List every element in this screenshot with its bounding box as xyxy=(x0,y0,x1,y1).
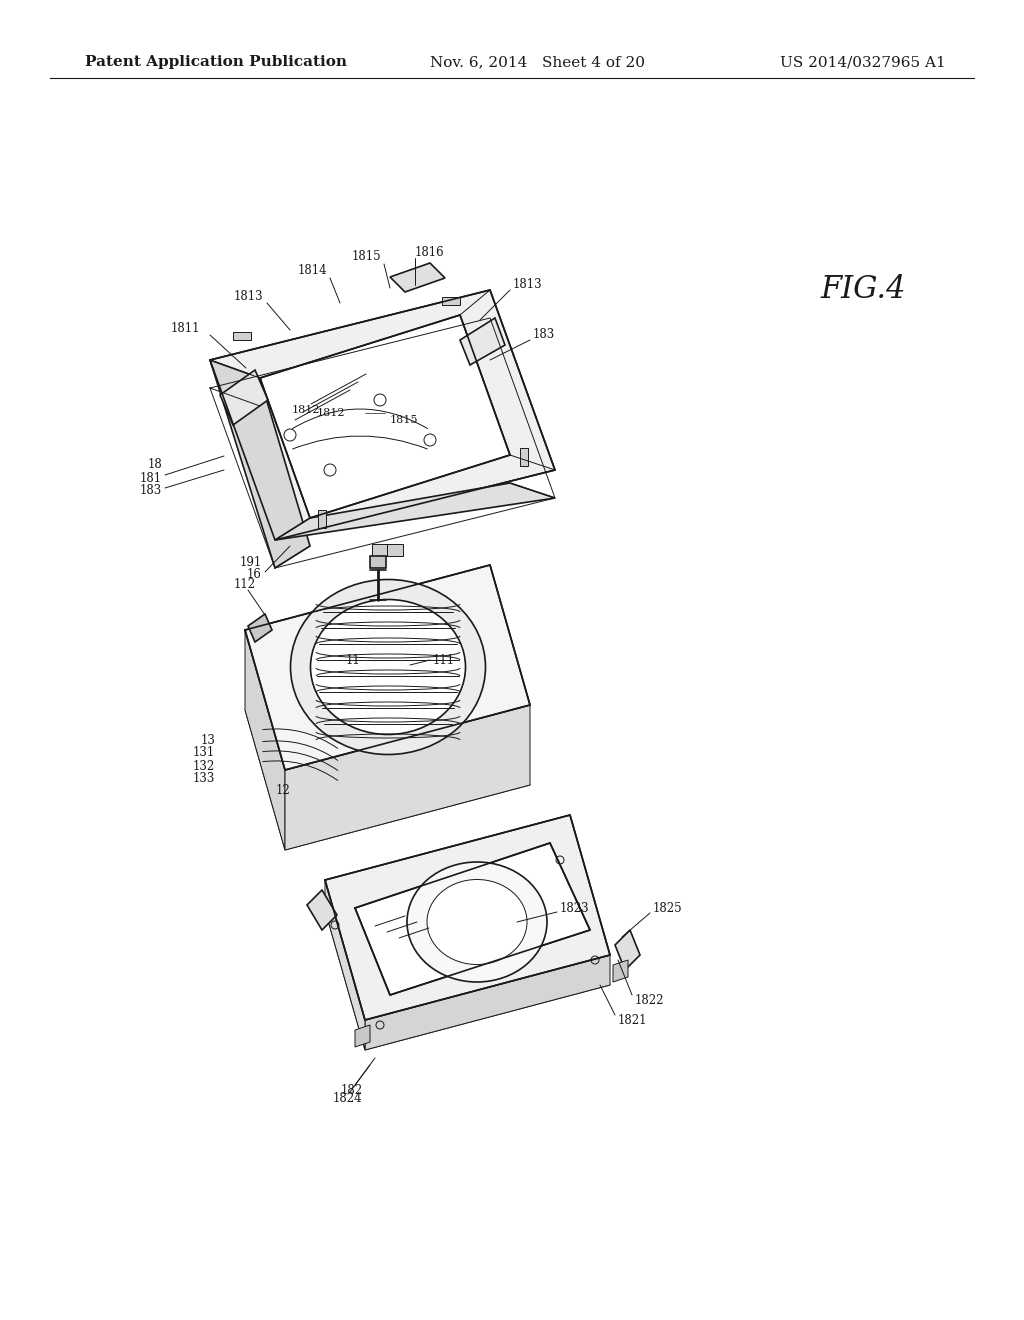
Polygon shape xyxy=(260,315,510,517)
Text: 1821: 1821 xyxy=(618,1015,647,1027)
Text: 182: 182 xyxy=(341,1084,364,1097)
Text: 183: 183 xyxy=(534,329,555,342)
Polygon shape xyxy=(285,705,530,850)
Ellipse shape xyxy=(310,599,466,734)
Polygon shape xyxy=(372,544,388,556)
Text: 1823: 1823 xyxy=(560,903,590,916)
Polygon shape xyxy=(325,880,365,1049)
Text: 1813: 1813 xyxy=(233,289,263,302)
Polygon shape xyxy=(245,645,530,850)
Polygon shape xyxy=(275,483,555,540)
Text: 1812: 1812 xyxy=(316,408,345,418)
Text: 13: 13 xyxy=(200,734,215,747)
Text: 111: 111 xyxy=(433,653,455,667)
Text: 191: 191 xyxy=(240,556,262,569)
Text: 1815: 1815 xyxy=(390,414,419,425)
Text: 1815: 1815 xyxy=(351,251,381,264)
Polygon shape xyxy=(355,1026,370,1047)
Text: 131: 131 xyxy=(193,747,215,759)
Polygon shape xyxy=(307,890,337,931)
Polygon shape xyxy=(442,297,460,305)
Text: 1811: 1811 xyxy=(171,322,200,334)
Polygon shape xyxy=(355,843,590,995)
Text: 12: 12 xyxy=(275,784,290,796)
Text: 132: 132 xyxy=(193,759,215,772)
Text: 11: 11 xyxy=(345,653,360,667)
Text: 1822: 1822 xyxy=(635,994,665,1007)
Polygon shape xyxy=(613,960,628,982)
Text: Patent Application Publication: Patent Application Publication xyxy=(85,55,347,69)
Polygon shape xyxy=(318,510,326,528)
Text: 1824: 1824 xyxy=(332,1092,361,1105)
Polygon shape xyxy=(210,290,555,540)
Polygon shape xyxy=(615,931,640,970)
Text: 133: 133 xyxy=(193,772,215,785)
Polygon shape xyxy=(520,447,528,466)
Ellipse shape xyxy=(291,579,485,755)
Ellipse shape xyxy=(407,862,547,982)
Polygon shape xyxy=(248,614,272,642)
Text: 16: 16 xyxy=(247,568,262,581)
Text: 112: 112 xyxy=(233,578,256,591)
Polygon shape xyxy=(387,544,403,556)
Polygon shape xyxy=(233,333,251,341)
Polygon shape xyxy=(460,318,505,366)
Polygon shape xyxy=(390,263,445,292)
Polygon shape xyxy=(245,565,530,770)
Text: 183: 183 xyxy=(139,484,162,498)
Polygon shape xyxy=(325,845,610,1049)
Polygon shape xyxy=(220,370,268,425)
Text: FIG.4: FIG.4 xyxy=(820,275,905,305)
Text: 18: 18 xyxy=(147,458,162,471)
Text: US 2014/0327965 A1: US 2014/0327965 A1 xyxy=(780,55,946,69)
Text: 181: 181 xyxy=(140,471,162,484)
Polygon shape xyxy=(210,360,310,568)
Text: 1813: 1813 xyxy=(513,279,543,292)
Polygon shape xyxy=(365,954,610,1049)
Text: 1825: 1825 xyxy=(653,902,683,915)
Ellipse shape xyxy=(427,879,527,965)
Polygon shape xyxy=(370,556,386,568)
Polygon shape xyxy=(245,630,285,850)
Text: 1812: 1812 xyxy=(292,405,319,414)
Text: 1814: 1814 xyxy=(297,264,327,277)
Text: 1816: 1816 xyxy=(415,246,444,259)
Polygon shape xyxy=(325,814,610,1020)
Text: Nov. 6, 2014   Sheet 4 of 20: Nov. 6, 2014 Sheet 4 of 20 xyxy=(430,55,645,69)
